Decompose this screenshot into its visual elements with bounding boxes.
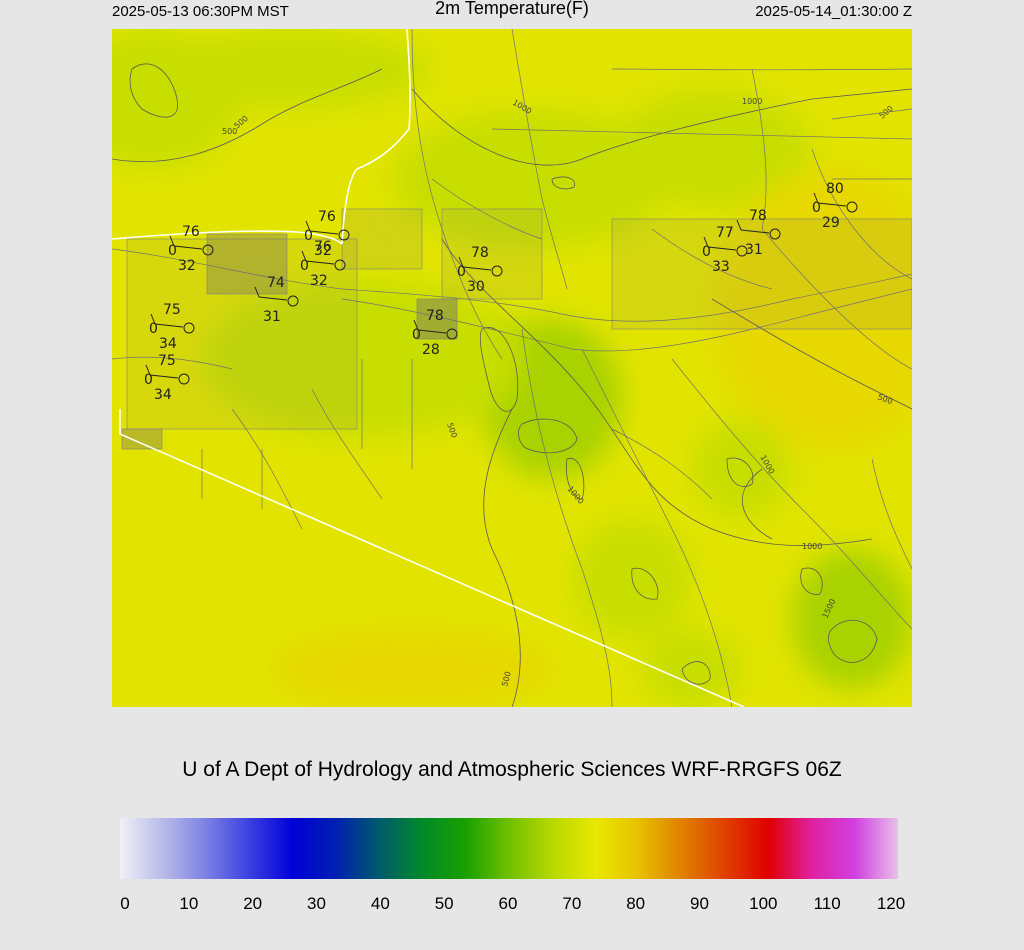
colorbar-gradient [120,818,898,879]
station-dewpoint: 30 [467,279,485,295]
station-wind: 0 [144,372,153,388]
colorbar-tick: 120 [876,894,906,913]
station-wind: 0 [812,200,821,216]
colorbar-tick: 80 [626,894,646,913]
station-dewpoint: 34 [154,387,172,403]
contour-label: 500 [500,670,513,687]
station-dewpoint: 31 [745,242,763,258]
colorbar-tick: 50 [434,894,454,913]
station-dewpoint: 29 [822,215,840,231]
valid-time-local: 2025-05-13 06:30PM MST [112,3,289,20]
contour-label: 1000 [742,97,762,106]
station-dewpoint: 32 [314,243,332,259]
valid-time-utc: 2025-05-14_01:30:00 Z [755,3,912,20]
station-observations: 7632076320763207431753407534078300782807… [144,181,858,403]
station-temperature: 76 [182,224,200,240]
station-wind: 0 [457,264,466,280]
colorbar-tick: 110 [813,894,841,913]
station-temperature: 77 [716,225,734,241]
colorbar-tick: 10 [179,894,199,913]
station-dewpoint: 33 [712,259,730,275]
station-wind: 0 [168,243,177,259]
contour-label: 500 [222,127,237,136]
colorbar-tick: 70 [562,894,582,913]
station-wind: 0 [702,244,711,260]
colorbar-tick: 20 [243,894,263,913]
station-plot: 75 340 [144,353,190,403]
colorbar-tick: 100 [749,894,778,913]
station-plot: 75 340 [149,302,195,352]
boundary-lines [112,29,745,707]
station-temperature: 74 [267,275,285,291]
station-dewpoint: 32 [310,273,328,289]
station-plot: 78 300 [457,245,503,295]
map-canvas: 5001000500500100010005001000100015005005… [112,29,912,707]
station-dewpoint: 28 [422,342,440,358]
station-dewpoint: 34 [159,336,177,352]
station-plot: 78 280 [412,308,458,358]
station-wind: 0 [304,228,313,244]
contour-label: 1000 [802,542,822,551]
station-plot: 76 320 [168,224,214,274]
map-title: 2m Temperature(F) [435,0,589,18]
station-temperature: 78 [426,308,444,324]
station-plot: 77 330 [702,225,748,275]
station-plot: 78 31 [736,208,781,258]
station-dewpoint: 31 [263,309,281,325]
station-temperature: 76 [314,239,332,255]
station-temperature: 78 [471,245,489,261]
station-temperature: 78 [749,208,767,224]
station-plot: 80 290 [812,181,858,231]
colorbar-tick: 30 [307,894,326,913]
road-network [112,29,912,707]
station-dewpoint: 32 [178,258,196,274]
credit-line: U of A Dept of Hydrology and Atmospheric… [182,758,842,781]
colorbar-tick: 0 [120,894,130,913]
station-temperature: 76 [318,209,336,225]
station-plot: 74 31 [254,275,299,325]
colorbar-tick: 60 [498,894,518,913]
colorbar-tick: 40 [370,894,390,913]
station-wind: 0 [149,321,158,337]
temperature-colorbar [120,818,898,879]
colorbar-tick: 90 [690,894,709,913]
station-temperature: 75 [158,353,176,369]
station-temperature: 75 [163,302,181,318]
station-wind: 0 [412,327,421,343]
colorbar-tick-labels: 0 10 20 30 40 50 60 70 80 90 100 110 120 [0,894,1024,916]
station-temperature: 80 [826,181,844,197]
city-street-grids [121,208,912,450]
station-wind: 0 [300,258,309,274]
temperature-map: 500 1000 500 500 1000 1000 500 1000 1000 1500 500 5… [112,29,912,707]
elevation-contours [112,63,912,707]
